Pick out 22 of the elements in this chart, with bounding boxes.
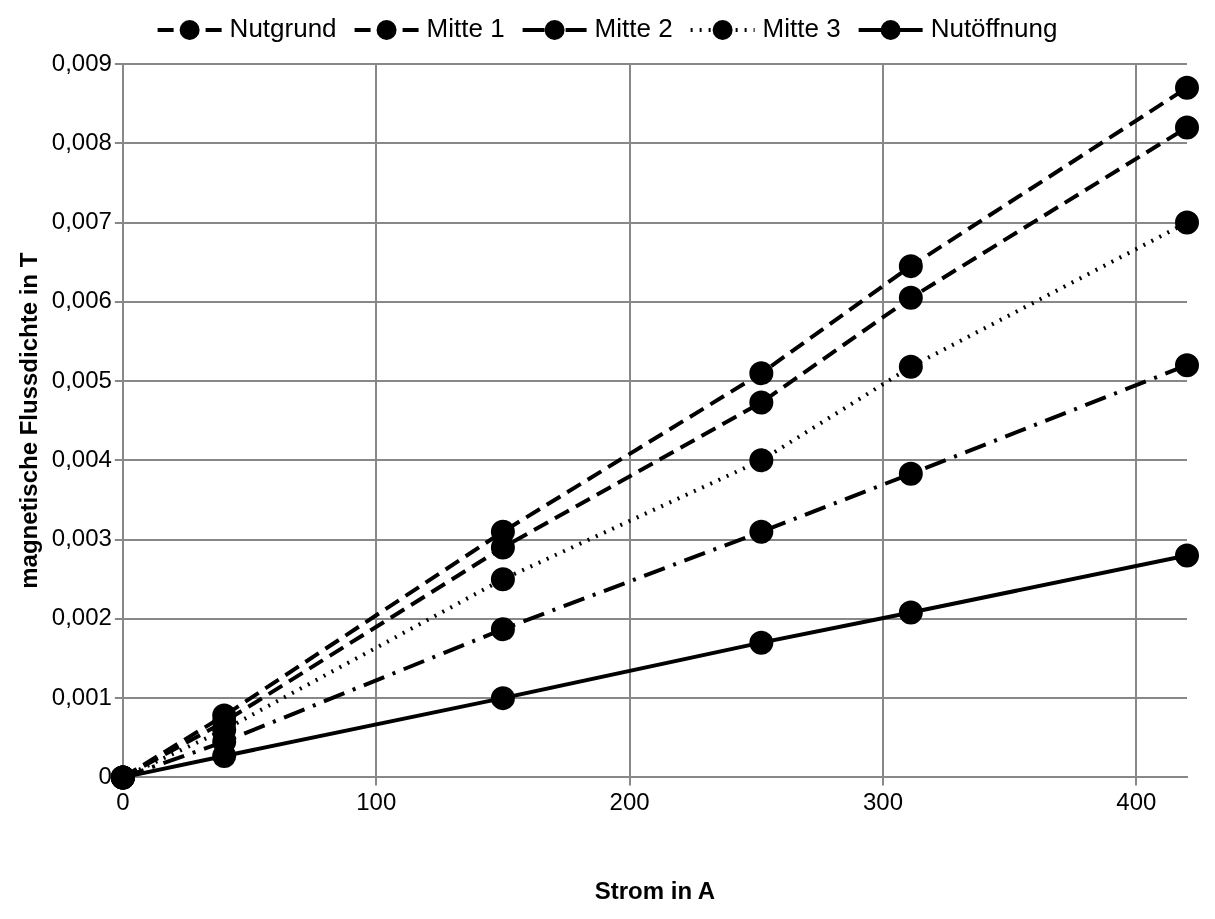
legend-label: Mitte 2 — [594, 13, 673, 44]
legend-label: Nutgrund — [229, 13, 337, 44]
legend-label: Mitte 1 — [426, 13, 505, 44]
y-tick-label: 0,002 — [51, 603, 112, 631]
x-tick-label: 200 — [609, 788, 650, 816]
y-tick-label: 0,008 — [51, 127, 112, 155]
y-tick-label: 0,009 — [51, 48, 112, 76]
x-tick-label: 400 — [1116, 788, 1157, 816]
y-tick-label: 0,007 — [51, 207, 112, 235]
legend-label: Nutöffnung — [930, 13, 1058, 44]
y-tick-label: 0,001 — [51, 682, 112, 710]
y-tick-label: 0,006 — [51, 286, 112, 314]
y-tick-label: 0,004 — [51, 444, 112, 472]
y-tick-label: 0 — [98, 762, 112, 790]
y-axis-title: magnetische Flussdichte in T — [15, 252, 43, 589]
x-tick-label: 100 — [356, 788, 397, 816]
legend-label: Mitte 3 — [762, 13, 841, 44]
x-tick-label: 0 — [116, 788, 130, 816]
y-tick-label: 0,005 — [51, 365, 112, 393]
y-tick-label: 0,003 — [51, 524, 112, 552]
x-axis-title: Strom in A — [594, 877, 716, 905]
x-tick-label: 300 — [862, 788, 903, 816]
